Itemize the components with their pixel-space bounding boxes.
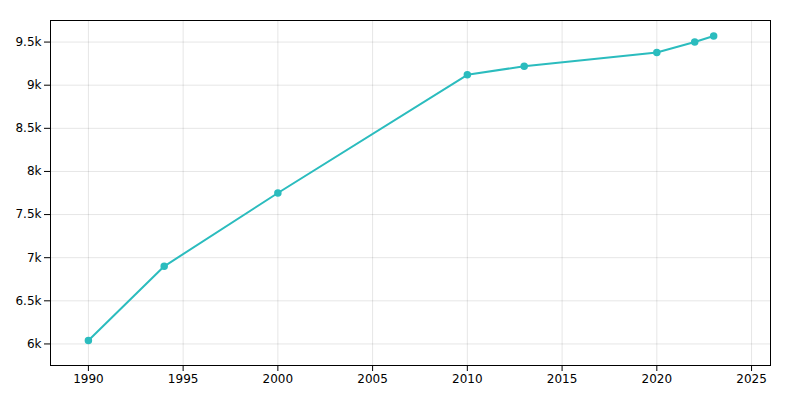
svg-text:9k: 9k (27, 78, 42, 92)
svg-text:2025: 2025 (736, 372, 767, 386)
svg-text:8k: 8k (27, 164, 42, 178)
svg-text:2005: 2005 (357, 372, 388, 386)
svg-text:9.5k: 9.5k (15, 35, 41, 49)
svg-text:2000: 2000 (263, 372, 294, 386)
svg-text:1995: 1995 (168, 372, 199, 386)
svg-text:1990: 1990 (73, 372, 104, 386)
svg-text:2020: 2020 (642, 372, 673, 386)
svg-text:8.5k: 8.5k (15, 121, 41, 135)
svg-text:2010: 2010 (452, 372, 483, 386)
svg-text:2015: 2015 (547, 372, 578, 386)
svg-text:7k: 7k (27, 251, 42, 265)
svg-text:6.5k: 6.5k (15, 294, 41, 308)
svg-text:7.5k: 7.5k (15, 207, 41, 221)
svg-text:6k: 6k (27, 337, 42, 351)
